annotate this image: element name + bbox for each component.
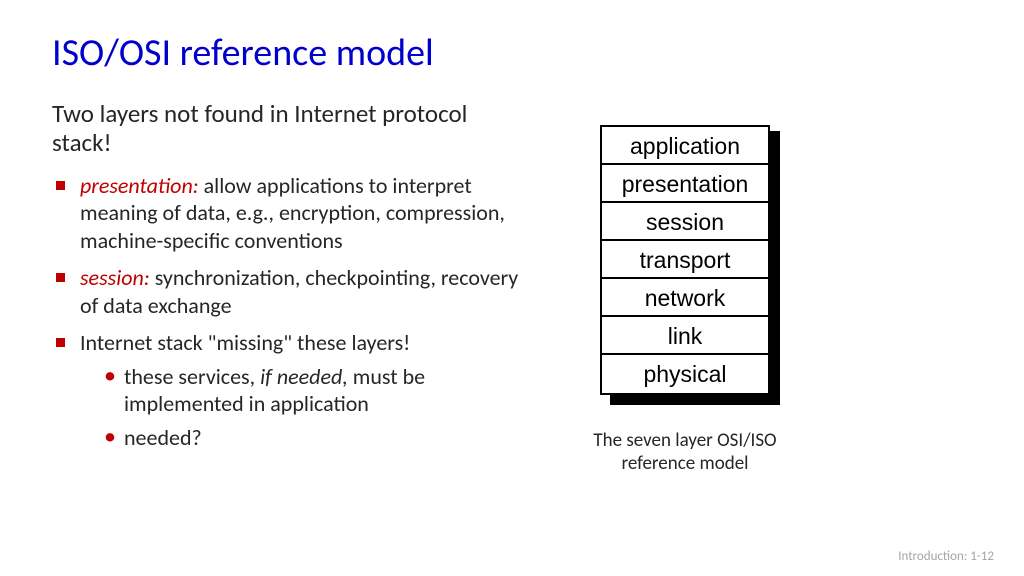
slide-title: ISO/OSI reference model (52, 30, 434, 76)
osi-stack-diagram: application presentation session transpo… (600, 125, 775, 395)
layer-transport: transport (602, 241, 768, 279)
bullet-session: session: synchronization, checkpointing,… (56, 264, 522, 319)
bullet-list: presentation: allow applications to inte… (52, 172, 522, 452)
term-presentation: presentation: (80, 172, 199, 199)
sub-bullet-needed: needed? (104, 424, 522, 452)
bullet-text: Internet stack "missing" these layers! (80, 329, 410, 356)
term-session: session: (80, 264, 150, 291)
layer-link: link (602, 317, 768, 355)
layer-application: application (602, 127, 768, 165)
content-body: Two layers not found in Internet protoco… (52, 100, 522, 461)
layer-network: network (602, 279, 768, 317)
bullet-presentation: presentation: allow applications to inte… (56, 172, 522, 255)
layer-presentation: presentation (602, 165, 768, 203)
slide-footer: Introduction: 1-12 (898, 549, 994, 564)
layer-session: session (602, 203, 768, 241)
stack-caption: The seven layer OSI/ISO reference model (570, 430, 800, 476)
layer-physical: physical (602, 355, 768, 393)
bullet-missing: Internet stack "missing" these layers! t… (56, 329, 522, 451)
sub-bullet-list: these services, if needed, must be imple… (80, 363, 522, 452)
sub-bullet-services: these services, if needed, must be imple… (104, 363, 522, 418)
osi-stack: application presentation session transpo… (600, 125, 770, 395)
lead-text: Two layers not found in Internet protoco… (52, 100, 522, 158)
